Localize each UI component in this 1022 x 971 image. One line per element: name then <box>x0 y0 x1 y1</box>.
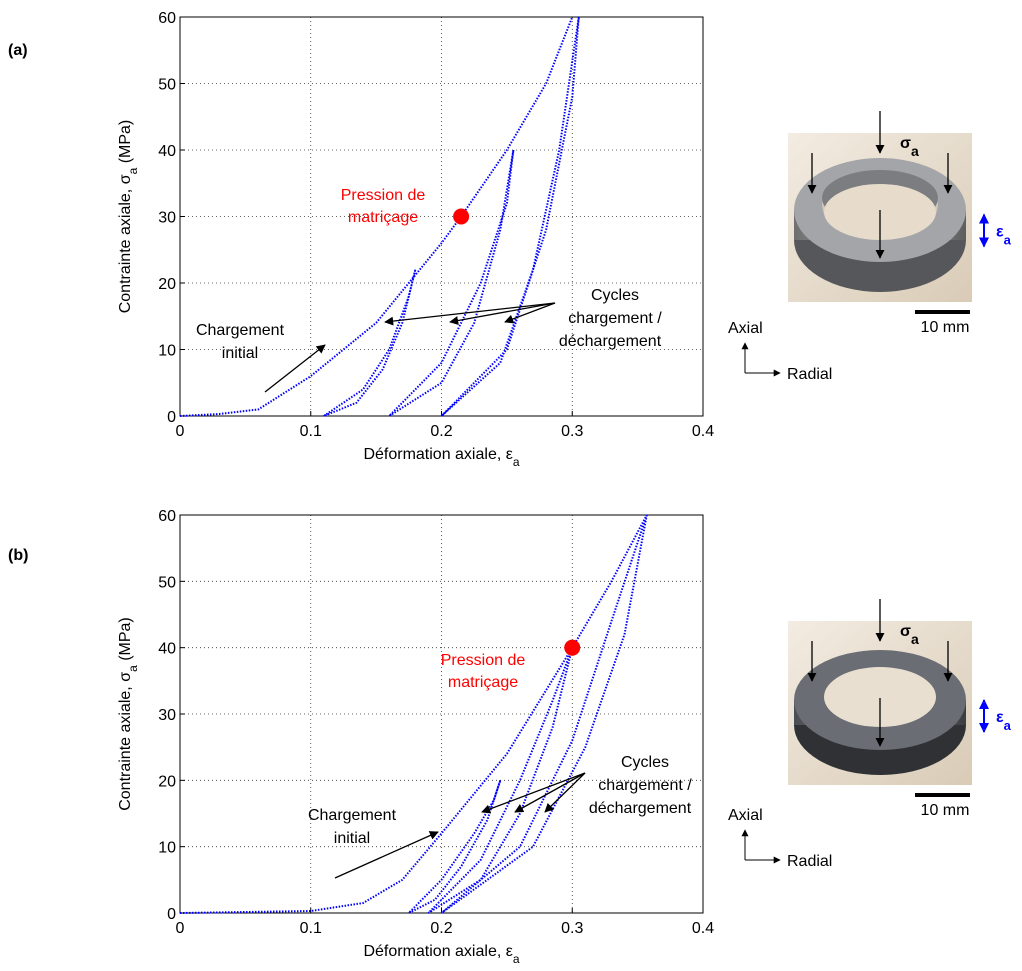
y-tick-label: 10 <box>158 840 176 857</box>
y-axis-title-part: (MPa) <box>117 120 134 168</box>
data-curve <box>440 16 580 417</box>
axis-label: Radial <box>787 366 832 383</box>
data-curve <box>440 514 648 914</box>
stress-label: σa <box>900 135 919 159</box>
x-tick-label: 0 <box>176 920 185 937</box>
y-tick-label: 0 <box>167 906 176 923</box>
strain-label-part: a <box>1004 232 1012 247</box>
stress-label-part: a <box>911 143 919 159</box>
strain-label-part: a <box>1004 718 1012 733</box>
x-axis-title: Déformation axiale, εa <box>363 446 519 469</box>
annotation: chargement / <box>598 777 692 794</box>
y-tick-label: 10 <box>158 343 176 360</box>
stress-label-part: a <box>911 631 919 647</box>
y-tick-label: 0 <box>167 409 176 426</box>
photo-a <box>788 133 972 302</box>
axis-label: Axial <box>728 320 763 337</box>
stress-label: σa <box>900 623 919 647</box>
y-axis-title: Contrainte axiale, σa (MPa) <box>117 120 140 314</box>
highlight-label: Pression de <box>441 652 526 669</box>
panel-label: (b) <box>8 547 28 564</box>
data-curve <box>427 647 574 914</box>
annotation: initial <box>334 830 370 847</box>
arrow <box>334 831 439 879</box>
strain-label-part: ε <box>996 709 1004 726</box>
x-tick-label: 0.3 <box>561 423 583 440</box>
axis-label: Axial <box>728 807 763 824</box>
highlight-label: matriçage <box>448 674 518 691</box>
annotation: déchargement <box>559 333 662 350</box>
x-axis-title-part: Déformation axiale, ε <box>363 943 512 960</box>
y-tick-label: 30 <box>158 210 176 227</box>
x-tick-label: 0.2 <box>430 920 452 937</box>
panel-label: (a) <box>8 42 28 59</box>
arrow <box>384 302 556 326</box>
annotation: Chargement <box>308 807 397 824</box>
highlight-label: Pression de <box>341 187 426 204</box>
x-axis-title-part: a <box>513 952 520 966</box>
y-tick-label: 60 <box>158 508 176 525</box>
scale-label: 10 mm <box>921 802 970 819</box>
stress-label-part: σ <box>900 623 911 640</box>
annotation: déchargement <box>589 800 692 817</box>
arrow <box>481 772 586 814</box>
strain-label: εa <box>996 709 1012 733</box>
highlight-point <box>564 639 581 656</box>
y-axis-title-part: Contrainte axiale, σ <box>117 174 134 313</box>
annotation: Cycles <box>621 754 669 771</box>
data-curve <box>179 514 648 914</box>
x-axis-title-part: Déformation axiale, ε <box>363 446 512 463</box>
y-tick-label: 20 <box>158 773 176 790</box>
data-curve <box>179 16 574 417</box>
y-tick-label: 50 <box>158 574 176 591</box>
x-tick-label: 0.4 <box>692 423 714 440</box>
x-tick-label: 0 <box>176 423 185 440</box>
highlight-label: matriçage <box>348 209 418 226</box>
x-axis-title-part: a <box>513 455 520 469</box>
arrow <box>504 302 556 324</box>
y-axis-title: Contrainte axiale, σa (MPa) <box>117 617 140 811</box>
arrow <box>514 772 586 813</box>
x-axis-title: Déformation axiale, εa <box>363 943 519 966</box>
arrow <box>449 302 556 326</box>
y-tick-label: 60 <box>158 10 176 27</box>
x-tick-label: 0.1 <box>300 423 322 440</box>
y-tick-label: 30 <box>158 707 176 724</box>
x-tick-label: 0.2 <box>430 423 452 440</box>
annotation: chargement / <box>568 310 662 327</box>
y-tick-label: 40 <box>158 143 176 160</box>
annotation: Cycles <box>591 287 639 304</box>
x-tick-label: 0.4 <box>692 920 714 937</box>
y-axis-title-part: a <box>126 665 140 672</box>
y-axis-title-part: a <box>126 167 140 174</box>
plot-frame <box>179 16 704 417</box>
y-tick-label: 50 <box>158 77 176 94</box>
y-axis-title-part: (MPa) <box>117 617 134 665</box>
highlight-point <box>453 208 470 225</box>
y-axis-title-part: Contrainte axiale, σ <box>117 672 134 811</box>
arrow <box>264 344 326 393</box>
annotation: Chargement <box>196 322 285 339</box>
y-tick-label: 40 <box>158 641 176 658</box>
arrow <box>544 772 586 813</box>
stress-label-part: σ <box>900 135 911 152</box>
strain-label-part: ε <box>996 224 1004 241</box>
x-tick-label: 0.3 <box>561 920 583 937</box>
annotation: initial <box>222 345 258 362</box>
axis-label: Radial <box>787 853 832 870</box>
data-curve <box>323 269 417 417</box>
scale-label: 10 mm <box>921 319 970 336</box>
y-tick-label: 20 <box>158 276 176 293</box>
x-tick-label: 0.1 <box>300 920 322 937</box>
strain-label: εa <box>996 224 1012 248</box>
